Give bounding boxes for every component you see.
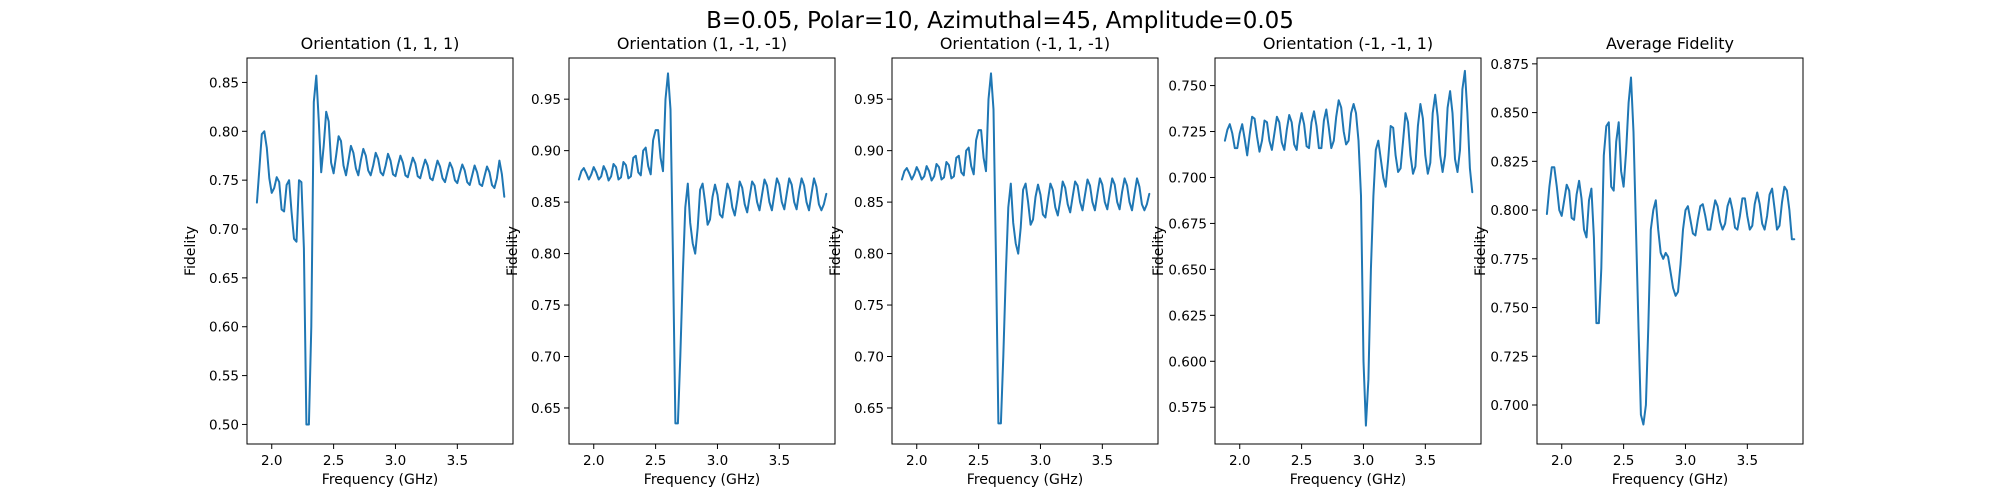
- y-tick-label: 0.675: [1168, 216, 1207, 232]
- y-tick-label: 0.750: [1490, 301, 1529, 317]
- y-tick-label: 0.725: [1490, 349, 1529, 365]
- y-tick-label: 0.60: [209, 320, 239, 336]
- y-axis-label: Fidelity: [1151, 226, 1167, 276]
- y-tick-label: 0.90: [531, 144, 561, 160]
- x-tick-label: 3.5: [1737, 453, 1758, 469]
- x-tick-label: 2.0: [583, 453, 604, 469]
- y-tick-label: 0.85: [531, 195, 561, 211]
- x-tick-label: 3.0: [385, 453, 406, 469]
- y-tick-label: 0.75: [209, 173, 239, 189]
- subplot-1: 2.0 2.5 3.0 3.5 0.50 0.55 0.60 0.65 0.70 0.75 0.80…: [183, 34, 514, 488]
- y-tick-label: 0.75: [854, 298, 884, 314]
- x-tick-label: 3.0: [1675, 453, 1696, 469]
- y-tick-label: 0.75: [531, 298, 561, 314]
- y-tick-label: 0.775: [1490, 252, 1529, 268]
- x-tick-label: 2.0: [261, 453, 282, 469]
- y-axis-label: Fidelity: [183, 226, 199, 276]
- subplot-4: 2.0 2.5 3.0 3.5 0.575 0.600 0.625 0.650 0.675 0.7…: [1151, 34, 1482, 488]
- plot-frame: [1214, 57, 1482, 445]
- plot-frame: [1536, 57, 1804, 445]
- x-tick-label: 3.5: [1092, 453, 1113, 469]
- y-tick-label: 0.825: [1490, 154, 1529, 170]
- y-tick-label: 0.70: [531, 350, 561, 366]
- subplot-title: Average Fidelity: [1606, 34, 1734, 53]
- y-tick-label: 0.65: [854, 401, 884, 417]
- x-tick-label: 3.0: [1353, 453, 1374, 469]
- fidelity-line: [1545, 76, 1796, 426]
- x-tick-label: 2.0: [906, 453, 927, 469]
- y-tick-label: 0.875: [1490, 57, 1529, 73]
- y-tick-label: 0.650: [1168, 262, 1207, 278]
- y-tick-label: 0.700: [1168, 170, 1207, 186]
- x-tick-label: 3.0: [707, 453, 728, 469]
- y-tick-label: 0.600: [1168, 354, 1207, 370]
- y-tick-label: 0.50: [209, 417, 239, 433]
- y-tick-label: 0.80: [854, 247, 884, 263]
- y-axis-label: Fidelity: [505, 226, 521, 276]
- y-tick-label: 0.625: [1168, 308, 1207, 324]
- y-tick-label: 0.95: [854, 92, 884, 108]
- y-tick-label: 0.55: [209, 369, 239, 385]
- x-axis-label: Frequency (GHz): [1612, 472, 1728, 488]
- y-tick-label: 0.70: [854, 350, 884, 366]
- fidelity-line: [255, 74, 506, 426]
- y-tick-label: 0.80: [531, 247, 561, 263]
- y-tick-label: 0.750: [1168, 79, 1207, 95]
- y-tick-label: 0.85: [209, 75, 239, 91]
- plot-frame: [246, 57, 514, 445]
- x-axis-label: Frequency (GHz): [1290, 472, 1406, 488]
- y-tick-label: 0.850: [1490, 106, 1529, 122]
- x-tick-label: 2.0: [1551, 453, 1572, 469]
- x-tick-label: 2.0: [1229, 453, 1250, 469]
- x-tick-label: 3.5: [447, 453, 468, 469]
- y-tick-label: 0.65: [531, 401, 561, 417]
- x-tick-label: 2.5: [968, 453, 989, 469]
- subplot-title: Orientation (1, -1, -1): [617, 34, 787, 53]
- y-tick-label: 0.90: [854, 144, 884, 160]
- y-tick-label: 0.65: [209, 271, 239, 287]
- x-tick-label: 2.5: [645, 453, 666, 469]
- plot-frame: [568, 57, 836, 445]
- plot-frame: [891, 57, 1159, 445]
- x-tick-label: 3.5: [1415, 453, 1436, 469]
- x-axis-label: Frequency (GHz): [322, 472, 438, 488]
- fidelity-line: [577, 72, 828, 425]
- subplot-title: Orientation (-1, -1, 1): [1263, 34, 1433, 53]
- subplot-title: Orientation (-1, 1, -1): [940, 34, 1110, 53]
- x-tick-label: 2.5: [323, 453, 344, 469]
- y-tick-label: 0.85: [854, 195, 884, 211]
- y-tick-label: 0.95: [531, 92, 561, 108]
- x-axis-label: Frequency (GHz): [644, 472, 760, 488]
- x-tick-label: 2.5: [1291, 453, 1312, 469]
- figure-title: B=0.05, Polar=10, Azimuthal=45, Amplitud…: [706, 8, 1294, 34]
- y-tick-label: 0.700: [1490, 398, 1529, 414]
- y-tick-label: 0.70: [209, 222, 239, 238]
- y-axis-label: Fidelity: [1473, 226, 1489, 276]
- subplot-3: 2.0 2.5 3.0 3.5 0.65 0.70 0.75 0.80 0.85 0.90 0.95…: [828, 34, 1159, 488]
- fidelity-line: [1223, 69, 1474, 427]
- x-tick-label: 2.5: [1613, 453, 1634, 469]
- subplot-2: 2.0 2.5 3.0 3.5 0.65 0.70 0.75 0.80 0.85 0.90 0.95…: [505, 34, 836, 488]
- x-axis-label: Frequency (GHz): [967, 472, 1083, 488]
- fidelity-line: [900, 72, 1151, 425]
- x-tick-label: 3.5: [769, 453, 790, 469]
- y-tick-label: 0.725: [1168, 125, 1207, 141]
- y-tick-label: 0.800: [1490, 203, 1529, 219]
- y-tick-label: 0.575: [1168, 400, 1207, 416]
- subplot-5: 2.0 2.5 3.0 3.5 0.700 0.725 0.750 0.775 0.800 0.8…: [1473, 34, 1804, 488]
- subplot-title: Orientation (1, 1, 1): [301, 34, 460, 53]
- subplots: 2.0 2.5 3.0 3.5 0.50 0.55 0.60 0.65 0.70 0.75 0.80…: [183, 34, 1804, 488]
- y-axis-label: Fidelity: [828, 226, 844, 276]
- x-tick-label: 3.0: [1030, 453, 1051, 469]
- y-tick-label: 0.80: [209, 124, 239, 140]
